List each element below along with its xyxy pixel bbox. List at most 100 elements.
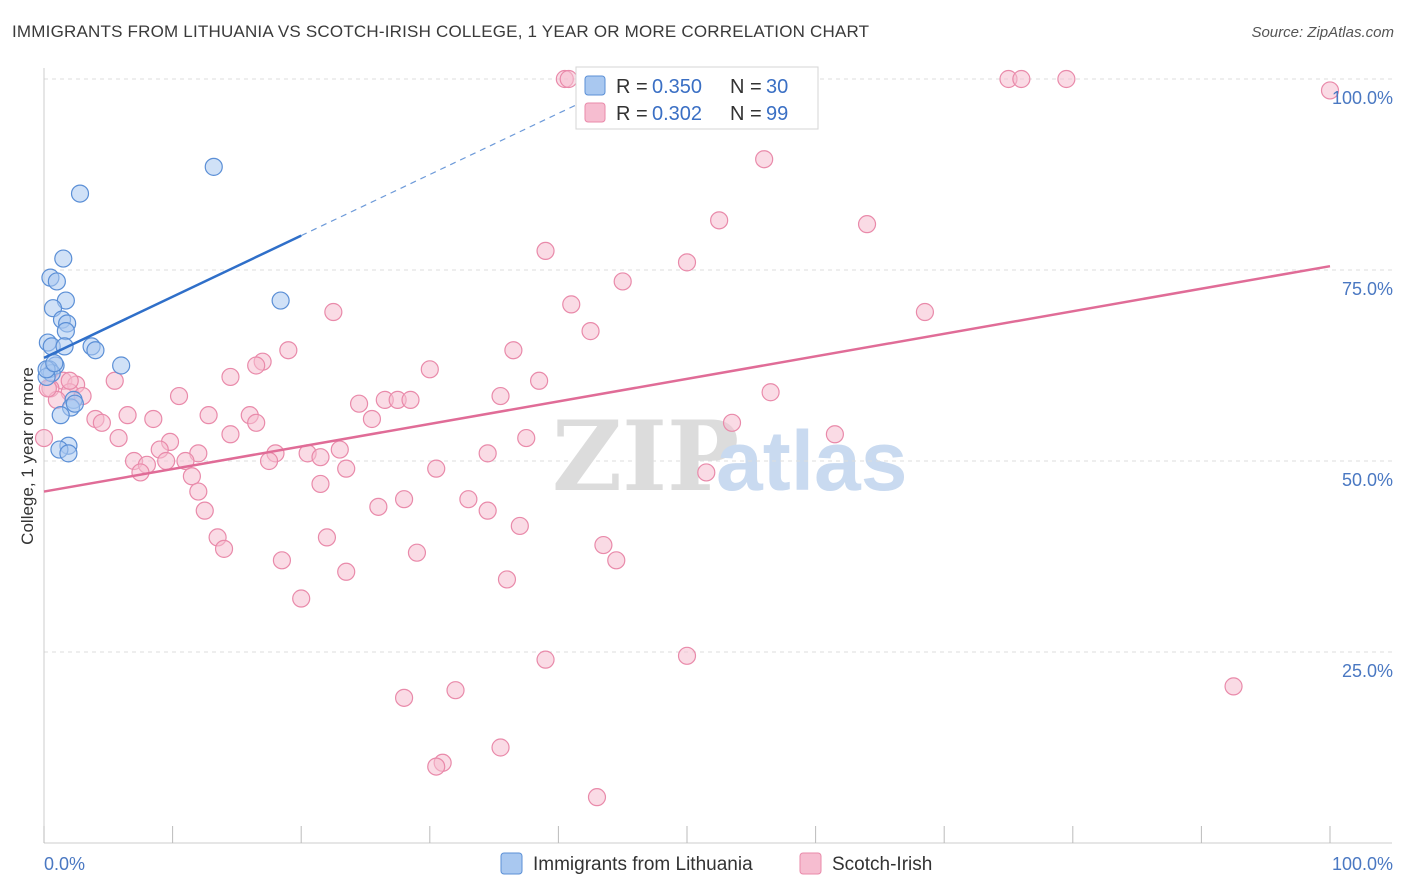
scotch-irish-point-9 bbox=[857, 215, 877, 234]
scotch-irish-point-47 bbox=[221, 425, 240, 444]
legend-r-label-2: R = bbox=[616, 103, 648, 125]
scotch-irish-points bbox=[34, 69, 1340, 807]
lithuania-point-1 bbox=[70, 184, 90, 203]
scotch-irish-point-58 bbox=[311, 448, 330, 467]
scotch-irish-point-15 bbox=[915, 302, 935, 322]
scotch-irish-point-12 bbox=[613, 272, 632, 291]
lithuania-point-14 bbox=[112, 356, 131, 375]
scotch-irish-point-39 bbox=[118, 406, 137, 425]
scotch-irish-point-90 bbox=[446, 681, 465, 700]
scotch-irish-point-64 bbox=[337, 459, 356, 478]
scotch-irish-point-5 bbox=[1057, 69, 1076, 89]
scotch-irish-point-36 bbox=[401, 390, 420, 409]
lithuania-point-24 bbox=[59, 444, 78, 463]
y-tick-label-2: 75.0% bbox=[1342, 279, 1393, 299]
correlation-legend: R = 0.350 N = 30 R = 0.302 N = 99 bbox=[575, 66, 819, 130]
scotch-irish-point-74 bbox=[369, 497, 388, 516]
scotch-irish-point-49 bbox=[517, 428, 536, 448]
scotch-irish-point-85 bbox=[337, 562, 356, 581]
y-axis-title: College, 1 year or more bbox=[18, 367, 37, 545]
lithuania-point-27 bbox=[65, 394, 84, 413]
lithuania-point-29 bbox=[45, 354, 64, 373]
scotch-irish-point-77 bbox=[510, 516, 529, 536]
scotch-irish-point-37 bbox=[349, 394, 369, 413]
watermark-zip: ZIP bbox=[552, 400, 739, 513]
scotch-irish-point-6 bbox=[1320, 81, 1340, 100]
scotch-irish-point-81 bbox=[407, 543, 427, 562]
scotch-irish-point-73 bbox=[459, 490, 478, 509]
y-tick-labels: 25.0% 50.0% 75.0% 100.0% bbox=[1332, 88, 1393, 681]
lithuania-point-4 bbox=[47, 272, 66, 291]
lithuania-trend-line bbox=[43, 234, 302, 359]
scotch-irish-point-95 bbox=[427, 757, 446, 776]
scotch-irish-point-57 bbox=[478, 444, 497, 463]
scotch-irish-point-1 bbox=[559, 69, 578, 89]
bottom-legend-label-scotch-irish: Scotch-Irish bbox=[832, 854, 932, 875]
scotch-irish-point-13 bbox=[562, 295, 581, 314]
scotch-irish-point-71 bbox=[60, 371, 79, 390]
lithuania-point-2 bbox=[54, 249, 73, 268]
scotch-irish-point-78 bbox=[317, 528, 337, 547]
scotch-irish-point-18 bbox=[504, 341, 523, 360]
x-tick-label-0: 0.0% bbox=[44, 854, 85, 874]
scotch-irish-point-4 bbox=[1012, 69, 1031, 89]
scotch-irish-point-11 bbox=[677, 253, 697, 272]
x-tick-label-1: 100.0% bbox=[1332, 854, 1393, 874]
scotch-irish-point-76 bbox=[478, 501, 497, 520]
scotch-irish-point-96 bbox=[587, 788, 607, 807]
scotch-irish-point-7 bbox=[755, 150, 774, 169]
scotch-irish-point-8 bbox=[710, 211, 729, 230]
scotch-irish-point-51 bbox=[825, 425, 844, 444]
scotch-irish-point-44 bbox=[362, 409, 382, 429]
bottom-legend-label-lithuania: Immigrants from Lithuania bbox=[533, 854, 753, 875]
scotch-irish-point-93 bbox=[491, 738, 510, 757]
trend-lines bbox=[43, 82, 1331, 493]
grid-lines bbox=[44, 78, 1392, 653]
scotch-irish-point-72 bbox=[394, 490, 414, 509]
legend-r-value-2: 0.302 bbox=[652, 103, 702, 125]
scotch-irish-point-46 bbox=[722, 413, 742, 432]
scotch-irish-point-20 bbox=[247, 356, 266, 375]
scotch-irish-point-29 bbox=[169, 386, 189, 406]
scotch-irish-point-38 bbox=[199, 406, 218, 425]
lithuania-point-0 bbox=[204, 157, 223, 176]
scotch-irish-point-10 bbox=[536, 241, 555, 260]
y-tick-label-1: 50.0% bbox=[1342, 470, 1393, 490]
scotch-irish-point-17 bbox=[279, 341, 298, 360]
watermark-atlas: atlas bbox=[716, 414, 907, 508]
scotch-irish-point-22 bbox=[221, 367, 240, 387]
scotch-irish-point-14 bbox=[324, 302, 343, 322]
scotch-irish-point-86 bbox=[497, 570, 517, 589]
scotch-irish-point-82 bbox=[594, 535, 613, 555]
scotch-irish-point-83 bbox=[607, 551, 626, 570]
scotch-irish-point-24 bbox=[105, 371, 124, 390]
scotch-irish-point-52 bbox=[330, 440, 349, 459]
scotch-irish-point-66 bbox=[697, 463, 716, 482]
y-tick-label-0: 25.0% bbox=[1342, 661, 1393, 681]
chart-title: IMMIGRANTS FROM LITHUANIA VS SCOTCH-IRIS… bbox=[12, 22, 870, 41]
series-legend: Immigrants from Lithuania Scotch-Irish bbox=[500, 852, 932, 875]
source-credit: Source: ZipAtlas.com bbox=[1251, 24, 1394, 41]
legend-n-value-1: 30 bbox=[766, 76, 788, 98]
scotch-irish-point-75 bbox=[195, 501, 214, 520]
y-tick-label-3: 100.0% bbox=[1332, 88, 1393, 108]
bottom-legend-swatch-scotch-irish bbox=[799, 852, 822, 875]
scotch-irish-point-80 bbox=[214, 539, 234, 558]
scotch-irish-point-84 bbox=[272, 551, 292, 570]
scotch-irish-point-41 bbox=[144, 409, 163, 429]
scotch-irish-point-65 bbox=[427, 459, 446, 478]
scotch-irish-point-97 bbox=[34, 428, 54, 448]
scotch-irish-point-69 bbox=[311, 474, 330, 494]
legend-n-value-2: 99 bbox=[766, 103, 788, 125]
x-tick-labels: 0.0% 100.0% bbox=[44, 854, 1393, 874]
lithuania-points bbox=[37, 157, 290, 463]
scotch-irish-point-89 bbox=[677, 646, 697, 665]
scotch-irish-point-63 bbox=[259, 451, 279, 471]
scotch-irish-point-30 bbox=[491, 386, 510, 406]
lithuania-point-21 bbox=[51, 406, 70, 425]
scotch-irish-point-70 bbox=[189, 482, 208, 501]
scotch-irish-point-25 bbox=[530, 371, 549, 390]
legend-n-label-2: N = bbox=[730, 103, 762, 125]
scotch-irish-trend-line bbox=[43, 264, 1331, 493]
